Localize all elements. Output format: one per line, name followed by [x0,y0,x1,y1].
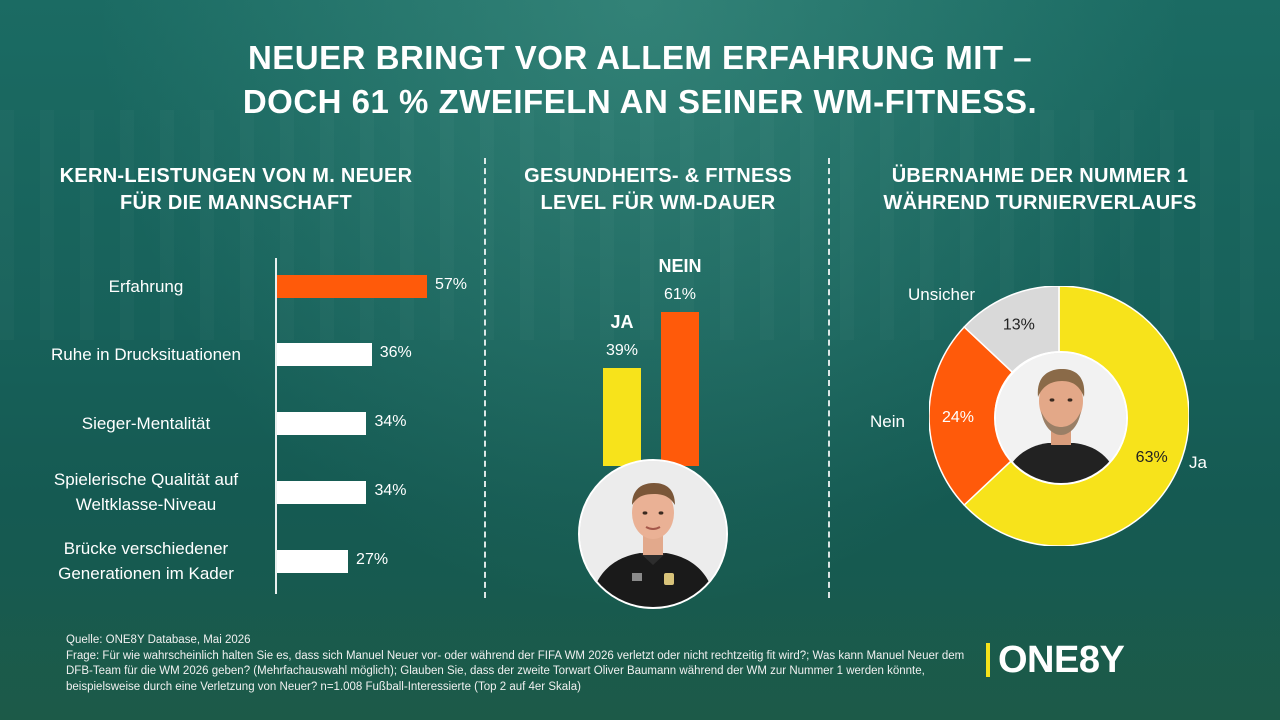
bar-category-label: Erfahrung [26,274,266,299]
headline: NEUER BRINGT VOR ALLEM ERFAHRUNG MIT – D… [0,36,1280,124]
logo-accent-bar [986,643,990,677]
bar-category-label-line: Generationen im Kader [58,564,234,583]
vertical-bar [603,367,641,466]
donut-category-label: Ja [1189,453,1207,472]
section-title-right-line-2: WÄHREND TURNIERVERLAUFS [883,192,1197,214]
section-title-middle-line-1: GESUNDHEITS- & FITNESS [524,165,792,187]
section-title-left: KERN-LEISTUNGEN VON M. NEUER FÜR DIE MAN… [36,163,436,217]
bar-value-label: 34% [374,482,407,499]
player-portrait-icon [994,351,1128,485]
bar-category-label: Ruhe in Drucksituationen [26,342,266,367]
divider-right [828,158,830,598]
vertical-bar-value-label: 61% [663,286,697,303]
bar-category-label: Sieger-Mentalität [26,411,266,436]
bar-category-label-line: Sieger-Mentalität [81,413,211,433]
divider-left [484,158,486,598]
bar-value-label: 57% [435,276,468,293]
vertical-bar-category-label: NEIN [658,256,702,276]
bar [277,549,349,573]
bar-category-label-line: Ruhe in Drucksituationen [51,344,241,364]
section-title-right: ÜBERNAHME DER NUMMER 1 WÄHREND TURNIERVE… [850,163,1230,217]
headline-line-2: DOCH 61 % ZWEIFELN AN SEINER WM-FITNESS. [242,83,1038,120]
bar-category-label-line: Weltklasse-Niveau [75,495,217,514]
section-title-left-line-1: KERN-LEISTUNGEN VON M. NEUER [59,165,413,187]
section-title-left-line-2: FÜR DIE MANNSCHAFT [119,192,353,214]
bar [277,411,367,435]
vertical-bar-category-label: JA [610,311,634,332]
bar-category-label: Brücke verschiedener Generationen im Kade… [26,536,266,586]
donut-value-label: 13% [1003,316,1035,333]
donut-category-label: Unsicher [908,285,976,304]
donut-value-label: 24% [942,409,974,426]
bar-category-label-line: Spielerische Qualität auf [53,470,239,489]
footnote: Quelle: ONE8Y Database, Mai 2026 Frage: … [66,633,986,695]
bar-category-label-line: Erfahrung [108,276,184,296]
logo-text: ONE8Y [998,638,1125,681]
bar [277,274,427,298]
section-title-middle: GESUNDHEITS- & FITNESS LEVEL FÜR WM-DAUE… [488,163,828,217]
goalkeeper-portrait-icon [578,459,728,609]
bar [277,480,367,504]
headline-line-1: NEUER BRINGT VOR ALLEM ERFAHRUNG MIT – [247,39,1033,76]
vertical-bar-value-label: 39% [605,341,639,359]
brand-logo: ONE8Y [986,639,1125,681]
bar-value-label: 34% [374,413,407,430]
section-title-right-line-1: ÜBERNAHME DER NUMMER 1 [891,165,1189,187]
source-text: Quelle: ONE8Y Database, Mai 2026 [66,634,251,646]
bar-category-label-line: Brücke verschiedener [63,539,229,558]
donut-category-label: Nein [870,412,905,431]
bar-value-label: 36% [379,344,412,361]
bar [277,342,372,366]
donut-value-label: 63% [1136,449,1168,466]
bar-value-label: 27% [356,551,389,568]
bar-category-label: Spielerische Qualität auf Weltklasse-Nive… [26,467,266,517]
question-text: Frage: Für wie wahrscheinlich halten Sie… [66,649,965,693]
section-title-middle-line-2: LEVEL FÜR WM-DAUER [540,192,776,214]
vertical-bar [661,312,699,466]
bar-axis-line [275,258,277,594]
